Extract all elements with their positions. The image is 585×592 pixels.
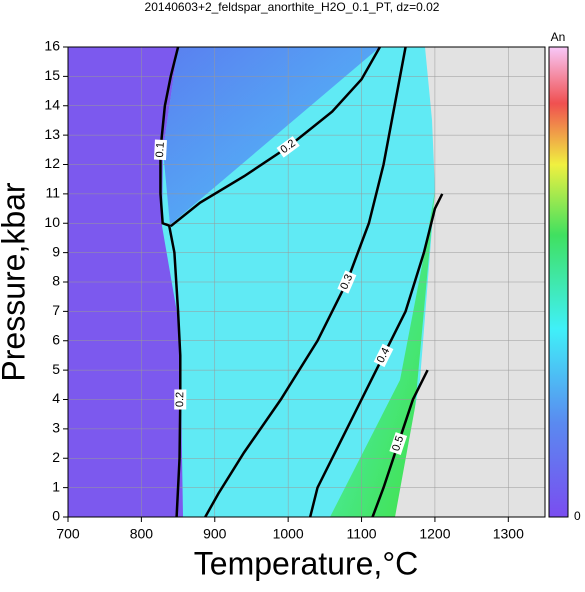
y-tick-label: 13 bbox=[44, 126, 60, 142]
y-tick-label: 11 bbox=[45, 185, 60, 201]
contour-label: 0.2 bbox=[174, 392, 186, 407]
y-tick-label: 5 bbox=[52, 361, 60, 377]
contours: 0.1 0.20.20.30.40.5 bbox=[153, 46, 444, 518]
contour-label-bg bbox=[389, 432, 408, 455]
contour-label: 0.5 bbox=[390, 434, 406, 452]
contour-label-group: 0.3 bbox=[337, 270, 357, 294]
contour-label-group: 0.4 bbox=[373, 343, 394, 368]
x-tick-label: 700 bbox=[56, 526, 80, 542]
contour-label-bg bbox=[174, 389, 187, 410]
contour-label-bg bbox=[373, 343, 394, 368]
y-tick-label: 0 bbox=[52, 508, 60, 524]
contour-label: 0.1 bbox=[154, 142, 167, 158]
x-tick-label: 1300 bbox=[493, 526, 524, 542]
y-tick-label: 14 bbox=[44, 96, 60, 112]
contour-label-bg bbox=[337, 270, 357, 294]
x-tick-label: 1200 bbox=[419, 526, 450, 542]
x-tick-label: 1100 bbox=[346, 526, 376, 542]
contour-label-group: 0.1 bbox=[153, 139, 167, 161]
colorbar-min-label: 0 bbox=[574, 509, 581, 523]
contour-label-bg bbox=[153, 139, 167, 161]
grid bbox=[67, 46, 545, 518]
y-tick-label: 9 bbox=[52, 243, 60, 259]
fill-region bbox=[330, 190, 435, 517]
colorbar bbox=[548, 46, 569, 518]
contour-label: 0.3 bbox=[338, 273, 355, 292]
y-tick-label: 16 bbox=[44, 38, 60, 54]
x-tick-label: 1000 bbox=[273, 526, 304, 542]
contour-line bbox=[204, 46, 407, 518]
contour-label-group: 0.2 bbox=[174, 389, 187, 410]
y-tick-label: 4 bbox=[52, 390, 60, 406]
contour-line bbox=[168, 225, 182, 518]
y-tick-label: 3 bbox=[52, 420, 60, 436]
contour-label-group: 0.5 bbox=[389, 432, 408, 455]
y-tick-label: 7 bbox=[52, 302, 60, 318]
fill-region bbox=[163, 47, 380, 225]
colorbar-label: An bbox=[551, 30, 566, 44]
x-tick-label: 900 bbox=[203, 526, 227, 542]
y-tick-label: 10 bbox=[44, 214, 60, 230]
y-tick-label: 8 bbox=[52, 273, 60, 289]
y-tick-label: 15 bbox=[44, 67, 60, 83]
y-tick-label: 2 bbox=[52, 449, 60, 465]
x-tick-label: 800 bbox=[130, 526, 154, 542]
y-axis-label: Pressure,kbar bbox=[0, 182, 31, 382]
chart-title: 20140603+2_feldspar_anorthite_H2O_0.1_PT… bbox=[145, 0, 440, 14]
y-tick-label: 12 bbox=[44, 155, 60, 171]
y-tick-label: 1 bbox=[52, 478, 60, 494]
y-tick-label: 6 bbox=[52, 331, 60, 347]
x-axis-label: Temperature,°C bbox=[194, 545, 418, 581]
contour-label-bg bbox=[276, 136, 300, 158]
